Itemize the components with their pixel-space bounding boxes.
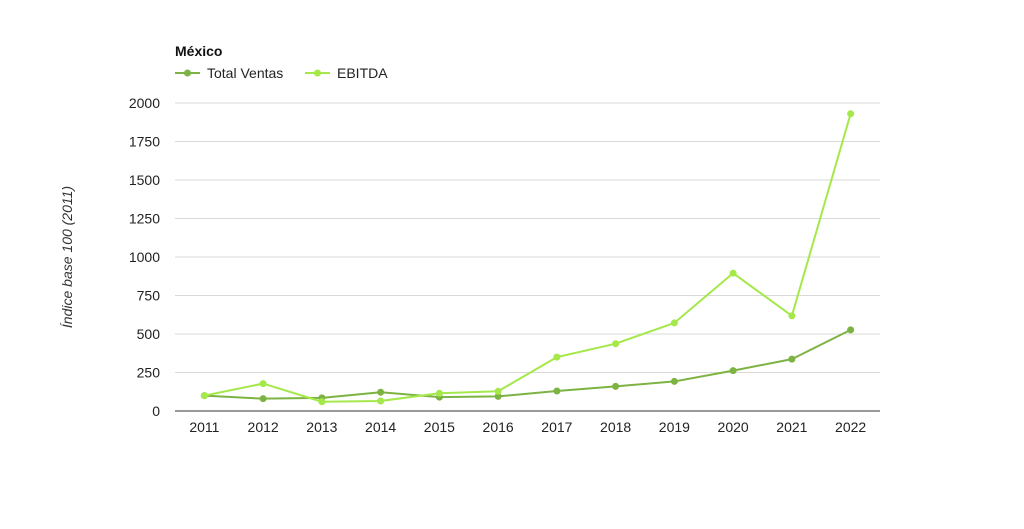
legend-label-total-ventas: Total Ventas (207, 65, 283, 81)
x-tick-label: 2020 (718, 419, 749, 435)
y-tick-label: 1000 (129, 249, 160, 265)
series-group (200, 110, 855, 406)
data-point-ebitda[interactable] (494, 387, 502, 395)
data-point-ebitda[interactable] (788, 312, 796, 320)
x-tick-label: 2022 (835, 419, 866, 435)
data-point-ebitda[interactable] (318, 398, 326, 406)
x-tick-label: 2018 (600, 419, 631, 435)
data-point-ebitda[interactable] (200, 392, 208, 400)
gridlines (175, 102, 880, 373)
data-point-total-ventas[interactable] (612, 382, 620, 390)
series-total-ventas (200, 326, 855, 403)
x-tick-label: 2019 (659, 419, 690, 435)
legend-label-ebitda: EBITDA (337, 65, 388, 81)
y-tick-label: 0 (152, 403, 160, 419)
data-point-ebitda[interactable] (435, 389, 443, 397)
data-point-ebitda[interactable] (553, 353, 561, 361)
data-point-ebitda[interactable] (729, 269, 737, 277)
legend-item-ebitda[interactable]: EBITDA (305, 65, 388, 81)
chart-title: México (175, 43, 222, 59)
x-tick-label: 2015 (424, 419, 455, 435)
x-tick-label: 2013 (306, 419, 337, 435)
y-tick-label: 750 (137, 288, 161, 304)
y-tick-label: 1750 (129, 134, 160, 150)
data-point-total-ventas[interactable] (788, 355, 796, 363)
x-tick-label: 2014 (365, 419, 396, 435)
legend-item-total-ventas[interactable]: Total Ventas (175, 65, 283, 81)
series-line-total-ventas (204, 328, 852, 400)
data-point-total-ventas[interactable] (377, 388, 385, 396)
x-tick-label: 2016 (483, 419, 514, 435)
legend-marker-total-ventas (184, 69, 191, 77)
data-point-ebitda[interactable] (377, 397, 385, 405)
data-point-total-ventas[interactable] (729, 367, 737, 375)
series-line-ebitda (204, 113, 852, 403)
data-point-total-ventas[interactable] (553, 387, 561, 395)
x-tick-label: 2012 (248, 419, 279, 435)
x-tick-label: 2017 (541, 419, 572, 435)
y-tick-label: 250 (137, 365, 161, 381)
data-point-ebitda[interactable] (612, 340, 620, 348)
y-tick-label: 500 (137, 326, 161, 342)
legend-marker-ebitda (314, 69, 321, 77)
y-tick-label: 2000 (129, 95, 160, 111)
data-point-total-ventas[interactable] (847, 326, 855, 334)
data-point-total-ventas[interactable] (670, 377, 678, 385)
x-axis-ticks: 2011 2012 2013 2014 2015 2016 2017 2018 2019 2020… (189, 419, 866, 435)
data-point-ebitda[interactable] (847, 110, 855, 118)
x-tick-label: 2021 (776, 419, 807, 435)
series-ebitda (200, 110, 855, 406)
data-point-ebitda[interactable] (670, 319, 678, 327)
y-axis-ticks: 0 250 500 750 1000 1250 1500 1750 2000 (129, 95, 160, 419)
data-point-ebitda[interactable] (259, 380, 267, 388)
data-point-total-ventas[interactable] (494, 392, 502, 400)
y-axis-label: Índice base 100 (2011) (59, 186, 75, 328)
y-tick-label: 1250 (129, 211, 160, 227)
legend: Total Ventas EBITDA (175, 65, 388, 81)
data-point-total-ventas[interactable] (259, 395, 267, 403)
x-tick-label: 2011 (189, 419, 219, 435)
y-tick-label: 1500 (129, 172, 160, 188)
